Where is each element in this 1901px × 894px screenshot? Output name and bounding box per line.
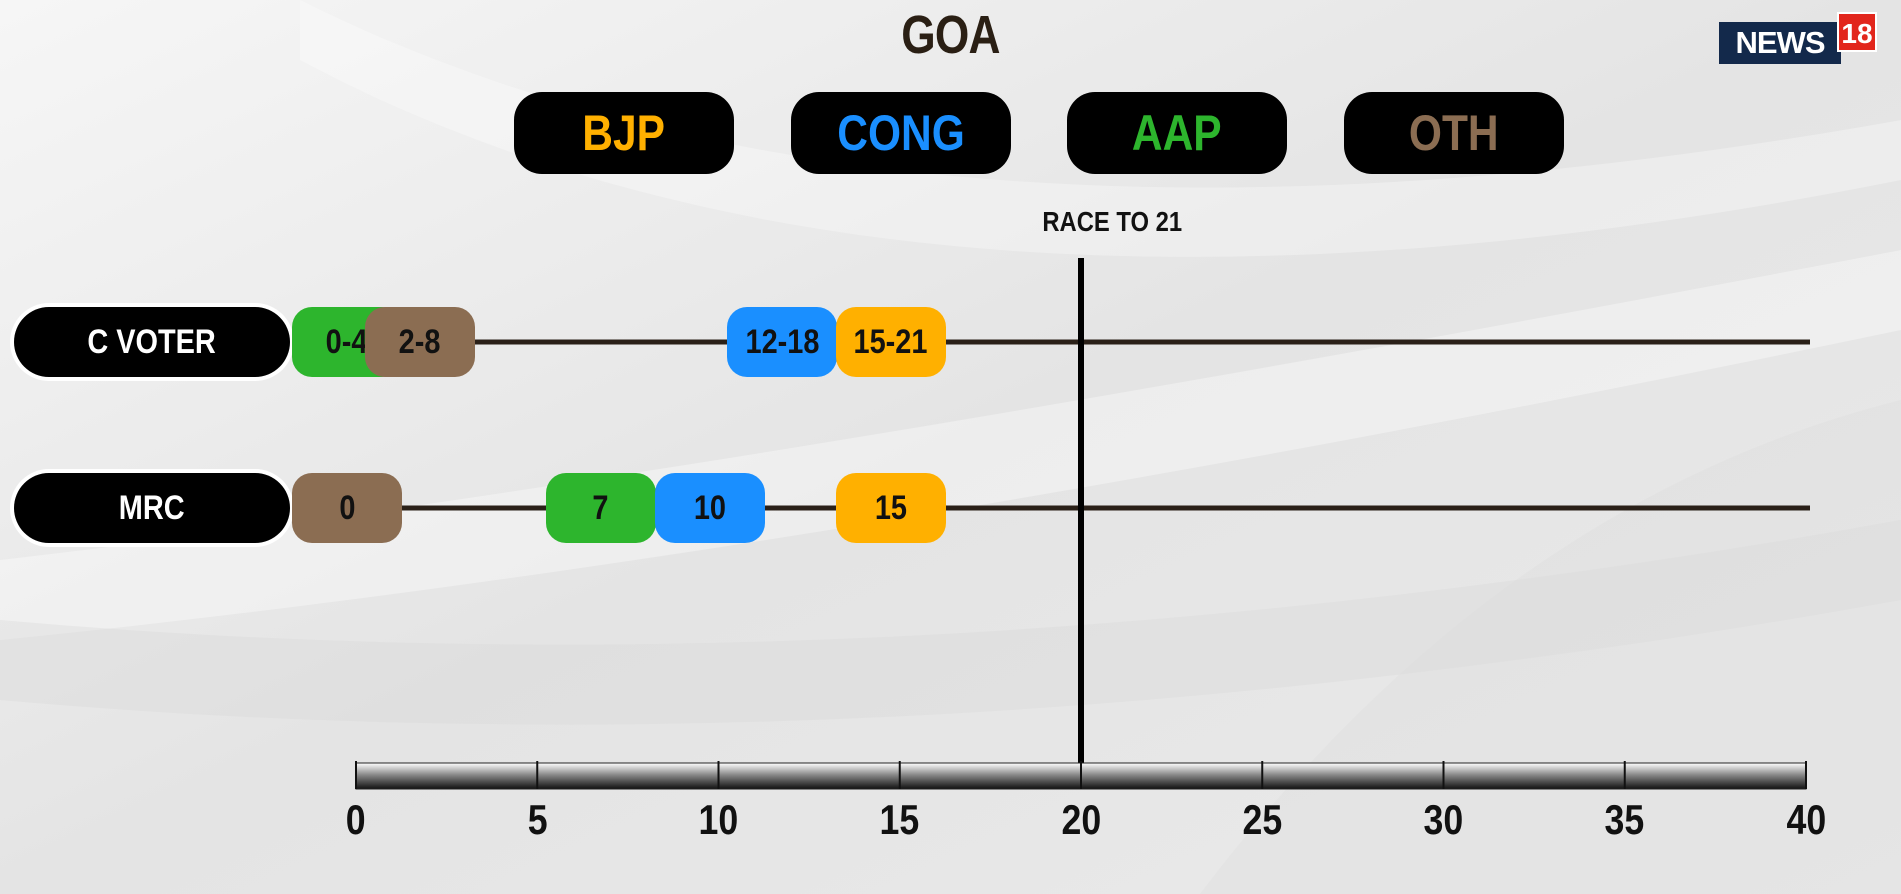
poll-label: MRC [14, 473, 290, 543]
mark-label: 15-21 [853, 323, 928, 361]
mark-oth: 2-8 [364, 307, 475, 377]
mark-label: 2-8 [398, 323, 441, 361]
mark-label: 10 [693, 489, 726, 527]
legend-label: AAP [1132, 105, 1222, 161]
legend-label: OTH [1409, 105, 1499, 161]
legend-item-oth: OTH [1344, 92, 1564, 174]
x-tick-label: 5 [527, 796, 548, 843]
poll-label: C VOTER [14, 307, 290, 377]
news18-logo: NEWS 18 [1719, 12, 1877, 68]
logo-number: 18 [1837, 12, 1877, 52]
legend-label: CONG [837, 105, 965, 161]
mark-aap: 7 [545, 473, 656, 543]
legend-item-bjp: BJP [514, 92, 734, 174]
legend-label: BJP [582, 105, 666, 161]
x-tick-label: 25 [1242, 796, 1283, 843]
x-tick-label: 40 [1786, 796, 1826, 843]
legend-item-cong: CONG [791, 92, 1011, 174]
legend-item-aap: AAP [1067, 92, 1287, 174]
x-tick-label: 0 [346, 796, 366, 843]
x-tick-label: 35 [1604, 796, 1645, 843]
logo-text: NEWS [1719, 22, 1841, 64]
mark-label: 12-18 [745, 323, 819, 361]
x-tick-label: 10 [698, 796, 739, 843]
mark-label: 7 [592, 489, 609, 527]
threshold-label: RACE TO 21 [1042, 206, 1182, 237]
page-title: GOA [901, 5, 1000, 65]
x-tick-label: 15 [879, 796, 920, 843]
mark-cong: 10 [654, 473, 765, 543]
mark-cong: 12-18 [727, 307, 837, 377]
mark-bjp: 15-21 [835, 307, 946, 377]
mark-label: 15 [874, 489, 907, 527]
x-tick-label: 30 [1423, 796, 1464, 843]
mark-label: 0 [338, 489, 356, 527]
x-tick-label: 20 [1061, 796, 1101, 843]
mark-oth: 0 [292, 473, 402, 543]
mark-label: 0-4 [326, 323, 368, 361]
mark-bjp: 15 [835, 473, 946, 543]
